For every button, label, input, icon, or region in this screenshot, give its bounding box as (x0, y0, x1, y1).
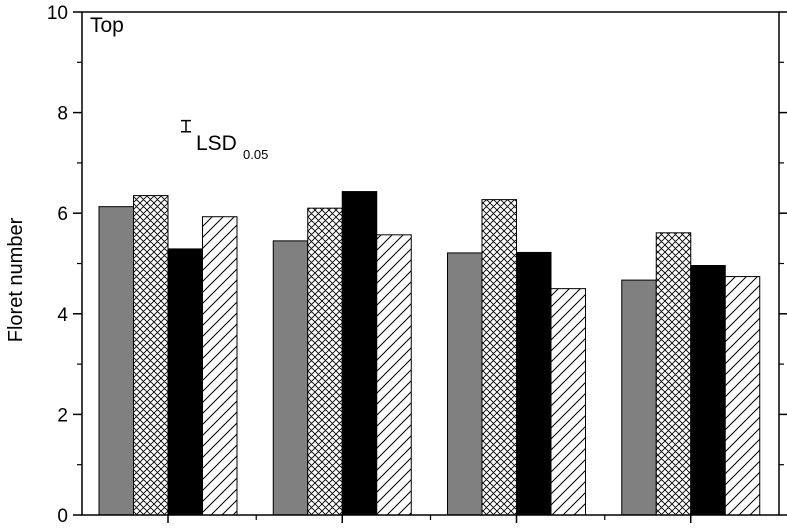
bar-g2-s4 (376, 234, 412, 516)
axes-group: 0 2 4 6 8 10 (47, 3, 787, 527)
y-axis-title: Floret number (5, 217, 27, 342)
bar-g3-s4 (550, 288, 586, 516)
bar-g4-s3 (690, 265, 726, 516)
lsd-errorbar-group: LSD 0.05 (181, 119, 268, 162)
bar-g4-s4 (724, 276, 761, 516)
bar-g1-s4 (202, 216, 238, 516)
bar-g3-s1 (447, 252, 483, 516)
bar-g1-s3 (167, 248, 203, 516)
lsd-label: LSD (196, 132, 237, 155)
bars-group (98, 191, 761, 516)
bar-g4-s2 (655, 232, 692, 516)
bar-g3-s3 (516, 251, 552, 516)
bar-g1-s1 (98, 206, 134, 516)
lsd-errorbar (181, 119, 191, 133)
y-tick-label: 0 (57, 506, 68, 527)
panel-label: Top (90, 14, 124, 37)
y-tick-label: 6 (57, 204, 68, 225)
y-tick-label: 2 (57, 405, 68, 426)
bar-g4-s1 (621, 279, 657, 516)
bar-g1-s2 (133, 195, 169, 516)
lsd-subscript: 0.05 (243, 147, 268, 162)
bar-g2-s1 (272, 240, 309, 516)
y-tick-label: 10 (47, 3, 68, 24)
bar-g2-s2 (307, 207, 343, 516)
y-tick-label: 8 (57, 104, 68, 125)
bar-g2-s3 (341, 191, 378, 516)
bar-g3-s2 (481, 199, 517, 516)
y-tick-label: 4 (57, 305, 68, 326)
